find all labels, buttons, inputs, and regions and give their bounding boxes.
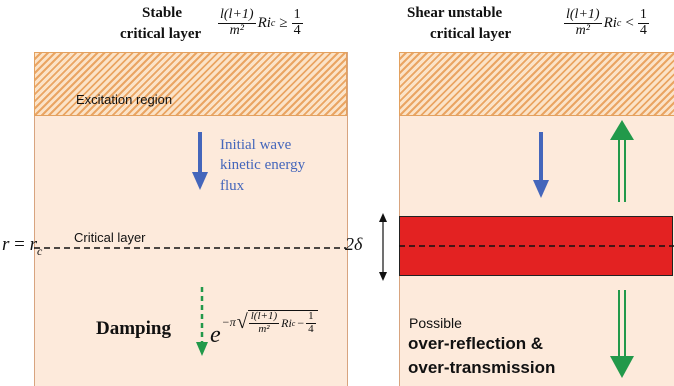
damping-ri: Ri [281,315,292,330]
right-cond-frac-den: 4 [639,22,647,38]
left-excitation-region [34,52,347,116]
excitation-region-label: Excitation region [76,92,173,107]
radius-label: r = rc [2,234,42,259]
flux-label-line2: kinetic energy [220,157,306,173]
damping-exp-sign: −π [221,315,236,329]
right-title-line2: critical layer [430,26,512,42]
radius-rc: r [29,234,38,255]
left-cond-ri-sub: c [270,17,276,29]
thickness-double-arrow [379,213,387,281]
outcome-line2: over-transmission [408,358,556,377]
flux-label-line3: flux [220,178,245,194]
right-cond-num: l(l+1) [564,7,602,24]
left-title-line1: Stable [142,5,183,21]
damping-base: e [210,322,221,348]
right-excitation-region [399,52,674,116]
radius-equals: = [14,234,25,255]
left-cond-frac-num: 1 [291,7,303,24]
right-cond-relation: < [625,14,634,31]
right-cond-frac-num: 1 [637,7,649,24]
left-cond-den: m² [229,22,244,38]
right-cond-den: m² [575,22,590,38]
damping-frac-num: 1 [306,309,316,324]
over-reflection-arrow [610,120,634,202]
possible-label: Possible [409,315,462,331]
right-cond-ri-sub: c [616,17,622,29]
damping-label: Damping [96,318,171,339]
thickness-label: 2δ [345,234,363,254]
damping-ri-sub: c [291,318,296,328]
right-cond-ri: Ri [603,14,617,31]
left-cond-frac-den: 4 [293,22,301,38]
incident-wave-arrow [192,132,208,190]
radius-r: r [2,234,10,255]
right-incident-arrow [533,132,549,198]
damping-frac-den: 4 [308,322,314,335]
left-cond-relation: ≥ [279,14,288,31]
outcome-line1: over-reflection & [408,334,544,353]
radius-rc-sub: c [37,243,43,258]
over-transmission-arrow [610,290,634,378]
left-cond-num: l(l+1) [218,7,256,24]
flux-label-line1: Initial wave [220,137,292,153]
sqrt-sign-icon: √ [236,311,248,333]
damping-minus: − [297,315,305,330]
damping-num: l(l+1) [248,309,280,324]
left-cond-ri: Ri [257,14,271,31]
damped-wave-arrow [196,287,208,356]
critical-layer-label: Critical layer [74,230,146,245]
damping-den: m² [258,322,270,335]
left-title-line2: critical layer [120,26,202,42]
right-title-line1: Shear unstable [407,5,503,21]
